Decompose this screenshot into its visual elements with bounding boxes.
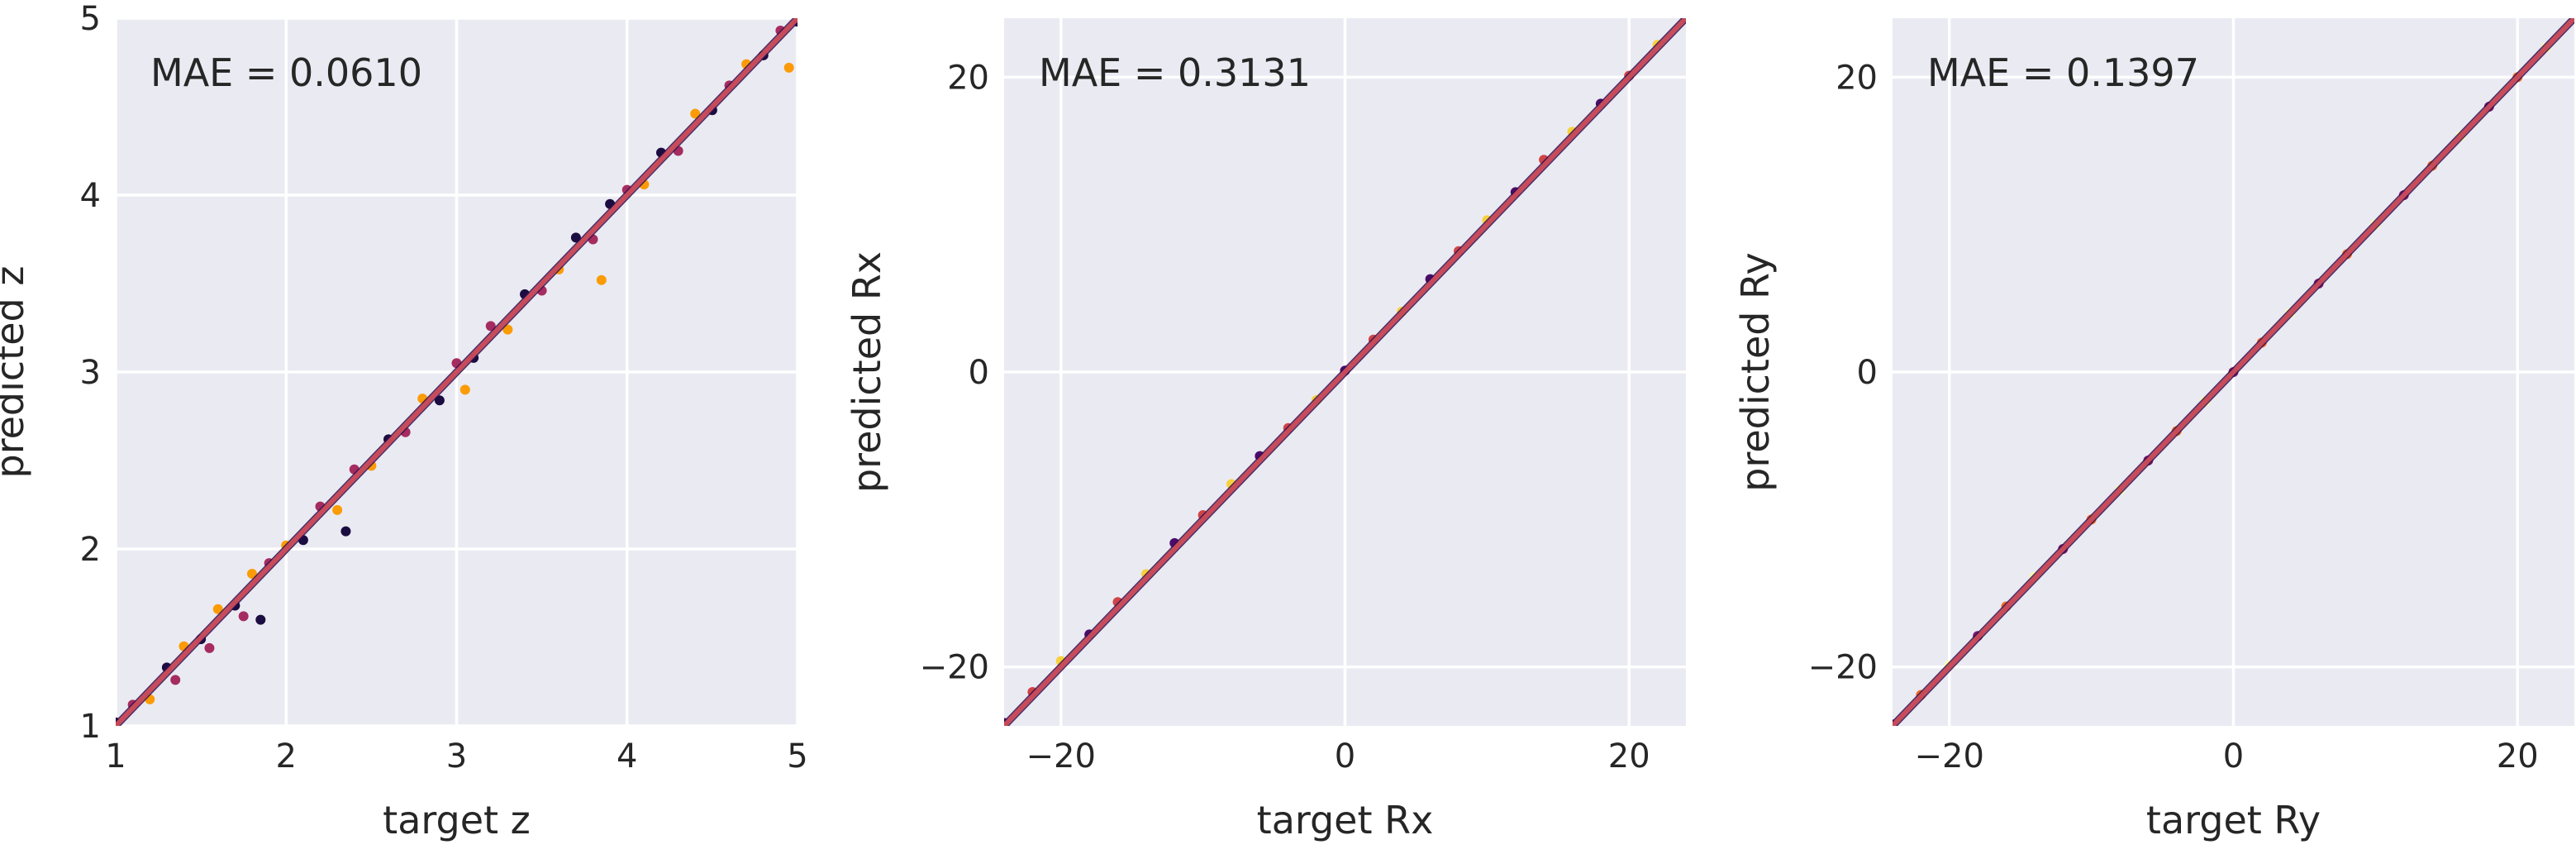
x-axis-label: target Rx: [1257, 798, 1434, 842]
scatter-points: [1893, 18, 2574, 726]
y-tick-label: 20: [947, 59, 989, 97]
scatter-point: [596, 274, 607, 285]
x-tick-label: 20: [2497, 737, 2539, 775]
scatter-point: [570, 232, 581, 243]
scatter-point: [434, 395, 445, 406]
y-tick-label: 0: [1857, 354, 1878, 392]
x-tick-label: 20: [1608, 737, 1650, 775]
y-tick-label: 4: [80, 177, 101, 215]
scatter-point: [459, 384, 470, 395]
x-tick-label: 2: [276, 737, 297, 775]
y-axis-label: predicted z: [0, 266, 32, 479]
scatter-point: [204, 642, 215, 653]
y-tick-label: 3: [80, 354, 101, 392]
x-tick-label: 0: [2223, 737, 2244, 775]
x-axis-label: target Ry: [2146, 798, 2321, 842]
y-tick-label: 5: [80, 0, 101, 38]
dense-points-band: [1004, 18, 1686, 726]
mae-annotation: MAE = 0.3131: [1039, 50, 1311, 95]
x-tick-label: 5: [787, 737, 807, 775]
scatter-point: [783, 62, 794, 73]
y-axis-label: predicted Rx: [845, 251, 889, 493]
y-tick-label: −20: [1808, 649, 1878, 687]
subplot-1: 1 2 3 4 5 1 2 3 4 5 target z predicted z MAE = 0.061…: [0, 0, 808, 842]
x-tick-label: 1: [105, 737, 126, 775]
x-tick-label: −20: [1915, 737, 1984, 775]
scatter-point: [170, 675, 181, 685]
x-tick-label: −20: [1026, 737, 1096, 775]
scatter-points: [116, 18, 798, 726]
subplot-2: −20 0 20 −20 0 20 target Rx predicted Rx MAE = 0…: [845, 18, 1686, 842]
dense-points-band: [1893, 18, 2574, 726]
y-tick-label: 1: [80, 708, 101, 746]
x-tick-label: 0: [1335, 737, 1355, 775]
y-axis-label: predicted Ry: [1733, 252, 1778, 492]
x-tick-label: 4: [617, 737, 637, 775]
x-tick-label: 3: [446, 737, 467, 775]
y-tick-label: 0: [969, 354, 989, 392]
y-tick-label: −20: [920, 649, 989, 687]
scatter-points: [1004, 18, 1686, 726]
dense-points-band: [116, 18, 798, 726]
x-axis-label: target z: [383, 798, 531, 842]
subplot-3: −20 0 20 −20 0 20 target Ry predicted Ry MAE = 0…: [1733, 18, 2574, 842]
scatter-point: [340, 526, 351, 537]
scatter-point: [247, 568, 257, 579]
scatter-point: [255, 614, 266, 625]
mae-annotation: MAE = 0.1397: [1927, 50, 2199, 95]
scatter-point: [238, 611, 249, 622]
scatter-point: [332, 504, 343, 515]
scatter-point: [212, 604, 223, 614]
y-tick-label: 20: [1836, 59, 1878, 97]
scatter-point: [485, 321, 496, 332]
scatter-point: [690, 108, 701, 119]
mae-annotation: MAE = 0.0610: [150, 50, 422, 95]
y-tick-label: 2: [80, 531, 101, 569]
scatter-point: [502, 324, 513, 335]
